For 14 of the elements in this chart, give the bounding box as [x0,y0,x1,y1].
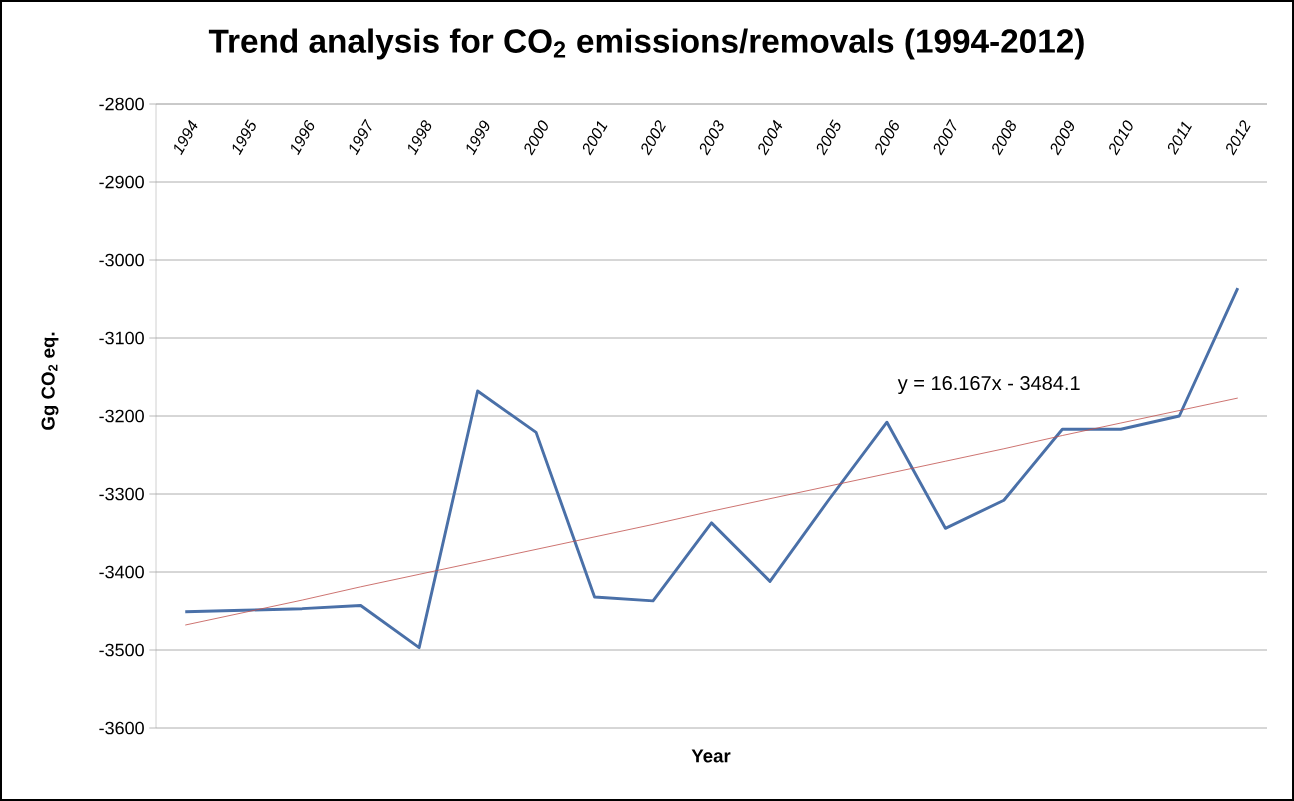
y-tick-label: -3200 [99,409,144,423]
y-tick-label: -2800 [99,97,144,111]
chart-title: Trend analysis for CO$_{2}$ emissions/removals (1994-2012) [208,28,1084,60]
annotation: y = 16.167x - 3484.1 [897,375,1080,395]
line-series [183,286,1240,650]
y-tick-label: -3300 [99,487,144,501]
y-tick-label: -3600 [99,721,144,735]
y-tick-label: -3500 [99,643,144,657]
y-axis-title: Gg CO$_{2}$ eq. [41,332,59,430]
y-tick-label: -3400 [99,565,144,579]
y-tick-label: -3000 [99,253,144,267]
y-tick-label: -3100 [99,331,144,345]
x-axis-title: Year [691,749,731,763]
y-tick-label: -2900 [99,175,144,189]
